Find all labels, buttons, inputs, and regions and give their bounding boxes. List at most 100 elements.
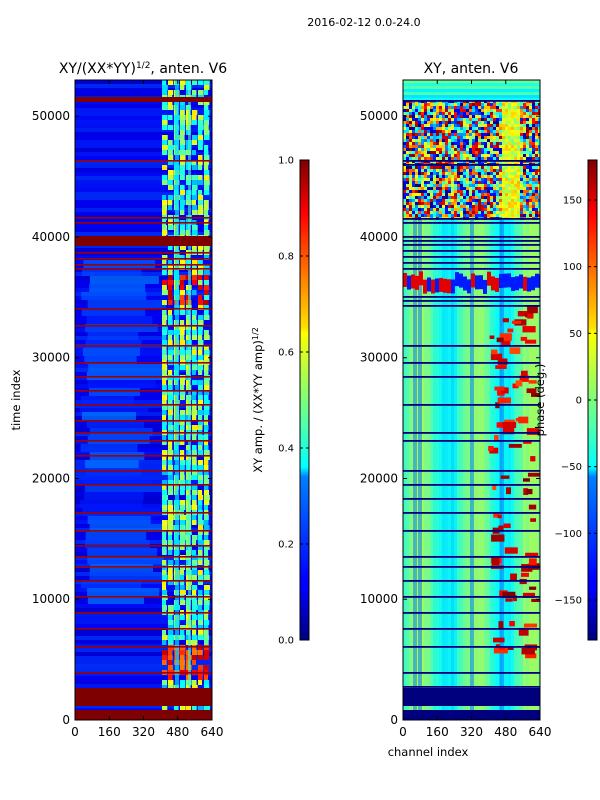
heatmap-cell bbox=[87, 300, 167, 308]
colorbar-tick-label: 0.4 bbox=[278, 444, 294, 455]
heatmap-cell bbox=[448, 196, 451, 199]
heatmap-cell bbox=[192, 575, 197, 580]
heatmap-cell bbox=[491, 349, 498, 355]
heatmap-cell bbox=[198, 505, 203, 510]
heatmap-cell bbox=[415, 148, 418, 151]
heatmap-cell bbox=[475, 193, 478, 196]
heatmap-cell bbox=[415, 175, 418, 178]
heatmap-cell bbox=[520, 106, 523, 109]
heatmap-cell bbox=[168, 435, 174, 440]
heatmap-cell bbox=[412, 205, 415, 208]
heatmap-flag-line bbox=[403, 470, 540, 472]
heatmap-cell bbox=[89, 284, 146, 292]
heatmap-cell bbox=[180, 530, 186, 535]
heatmap-cell bbox=[430, 175, 433, 178]
heatmap-cell bbox=[198, 450, 204, 455]
heatmap-cell bbox=[481, 148, 484, 151]
heatmap-cell bbox=[168, 655, 173, 660]
heatmap-flag-line bbox=[75, 390, 212, 392]
heatmap-cell bbox=[433, 205, 436, 208]
heatmap-cell bbox=[514, 103, 517, 106]
heatmap-cell bbox=[204, 245, 210, 250]
heatmap-cell bbox=[496, 148, 499, 151]
heatmap-cell bbox=[517, 151, 520, 154]
heatmap-cell bbox=[514, 208, 517, 211]
heatmap-cell bbox=[409, 148, 412, 151]
heatmap-cell bbox=[439, 124, 442, 127]
heatmap-cell bbox=[490, 205, 493, 208]
heatmap-row bbox=[75, 500, 212, 504]
heatmap-cell bbox=[507, 273, 511, 288]
heatmap-cell bbox=[180, 195, 185, 200]
heatmap-cell bbox=[198, 340, 204, 345]
heatmap-cell bbox=[466, 199, 469, 202]
heatmap-cell bbox=[517, 139, 520, 142]
heatmap-row bbox=[403, 86, 540, 89]
heatmap-cell bbox=[448, 106, 451, 109]
heatmap-cell bbox=[538, 214, 540, 217]
heatmap-cell bbox=[519, 375, 529, 382]
heatmap-row bbox=[75, 412, 212, 416]
heatmap-cell bbox=[514, 166, 517, 169]
heatmap-cell bbox=[427, 196, 430, 199]
heatmap-cell bbox=[433, 178, 436, 181]
heatmap-cell bbox=[427, 139, 430, 142]
heatmap-cell bbox=[436, 115, 439, 118]
heatmap-cell bbox=[442, 130, 445, 133]
heatmap-cell bbox=[478, 154, 481, 157]
heatmap-cell bbox=[532, 157, 535, 160]
heatmap-cell bbox=[192, 280, 198, 285]
heatmap-cell bbox=[528, 380, 537, 384]
heatmap-cell bbox=[406, 166, 409, 169]
heatmap-cell bbox=[481, 214, 484, 217]
heatmap-flag-line bbox=[403, 262, 540, 264]
heatmap-row bbox=[75, 200, 212, 204]
heatmap-cell bbox=[403, 181, 406, 184]
heatmap-cell bbox=[445, 193, 448, 196]
heatmap-cell bbox=[481, 154, 484, 157]
heatmap-cell bbox=[409, 142, 412, 145]
heatmap-cell bbox=[445, 142, 448, 145]
heatmap-cell bbox=[478, 205, 481, 208]
heatmap-cell bbox=[457, 142, 460, 145]
y-tick-label: 30000 bbox=[360, 351, 398, 365]
heatmap-cell bbox=[415, 184, 418, 187]
heatmap-cell bbox=[457, 169, 460, 172]
heatmap-cell bbox=[198, 315, 204, 320]
heatmap-cell bbox=[490, 199, 493, 202]
heatmap-cell bbox=[484, 178, 487, 181]
heatmap-cell bbox=[493, 124, 496, 127]
heatmap-cell bbox=[87, 516, 151, 524]
heatmap-cell bbox=[442, 178, 445, 181]
amplitude-colorbar: 0.00.20.40.60.81.0 XY amp. / (XX*YY amp)… bbox=[251, 156, 310, 647]
heatmap-cell bbox=[487, 130, 490, 133]
heatmap-cell bbox=[192, 370, 197, 375]
heatmap-cell bbox=[475, 109, 478, 112]
heatmap-cell bbox=[204, 280, 210, 285]
heatmap-row bbox=[75, 248, 212, 252]
heatmap-cell bbox=[535, 196, 538, 199]
heatmap-cell bbox=[415, 136, 418, 139]
heatmap-cell bbox=[493, 142, 496, 145]
heatmap-cell bbox=[180, 200, 186, 205]
heatmap-cell bbox=[502, 118, 505, 121]
heatmap-cell bbox=[457, 151, 460, 154]
heatmap-cell bbox=[439, 208, 442, 211]
heatmap-cell bbox=[412, 136, 415, 139]
heatmap-cell bbox=[496, 184, 499, 187]
heatmap-flag-line bbox=[75, 530, 212, 532]
heatmap-cell bbox=[439, 205, 442, 208]
heatmap-cell bbox=[514, 199, 517, 202]
heatmap-cell bbox=[403, 151, 406, 154]
heatmap-cell bbox=[460, 139, 463, 142]
heatmap-cell bbox=[502, 142, 505, 145]
heatmap-cell bbox=[527, 277, 531, 292]
heatmap-cell bbox=[180, 390, 186, 395]
heatmap-cell bbox=[180, 110, 185, 115]
heatmap-cell bbox=[451, 109, 454, 112]
heatmap-row bbox=[75, 104, 212, 108]
heatmap-row bbox=[75, 616, 212, 620]
heatmap-cell bbox=[204, 335, 210, 340]
heatmap-cell bbox=[466, 214, 469, 217]
heatmap-cell bbox=[478, 175, 481, 178]
